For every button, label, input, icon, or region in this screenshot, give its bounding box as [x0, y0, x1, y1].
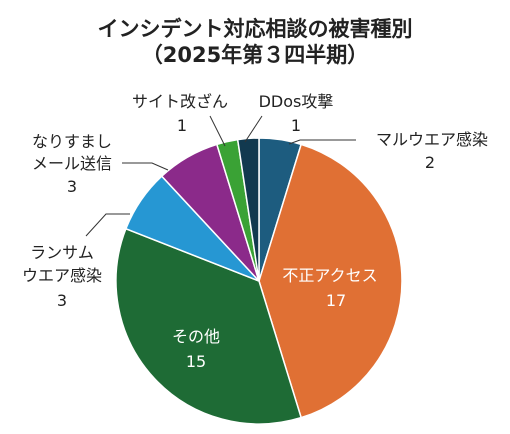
- leader-line-spoof: [122, 162, 169, 171]
- pie-slice-other: [115, 227, 303, 425]
- slice-value-malware: 2: [425, 153, 435, 172]
- slice-label-ransom-line2: ウエア感染: [22, 266, 102, 285]
- slice-value-spoof: 3: [67, 177, 77, 196]
- slice-label-spoof-line2: メール送信: [32, 154, 112, 173]
- leader-line-ddos: [244, 115, 263, 143]
- pie-slice-ddos: [236, 137, 260, 282]
- slice-value-site: 1: [177, 116, 187, 135]
- pie-slices: [115, 137, 403, 425]
- leader-line-ransom: [85, 213, 130, 237]
- chart-subtitle: （2025年第３四半期）: [142, 43, 368, 67]
- slice-value-ransom: 3: [57, 291, 67, 310]
- slice-label-ddos: DDos攻撃: [259, 92, 334, 111]
- slice-label-unauth: 不正アクセス: [282, 266, 377, 285]
- leader-line-site: [209, 115, 226, 147]
- slice-value-other: 15: [186, 352, 206, 371]
- chart-title: インシデント対応相談の被害種別: [98, 17, 413, 41]
- slice-value-ddos: 1: [291, 116, 301, 135]
- leader-line-malware: [288, 139, 356, 145]
- slice-value-unauth: 17: [326, 291, 346, 310]
- slice-label-ransom-line1: ランサム: [30, 243, 94, 262]
- slice-label-other: その他: [172, 327, 220, 346]
- pie-slice-unauth: [258, 143, 403, 419]
- slice-label-site: サイト改ざん: [132, 92, 228, 111]
- slice-label-spoof-line1: なりすまし: [32, 132, 112, 151]
- slice-label-malware: マルウエア感染: [376, 130, 488, 149]
